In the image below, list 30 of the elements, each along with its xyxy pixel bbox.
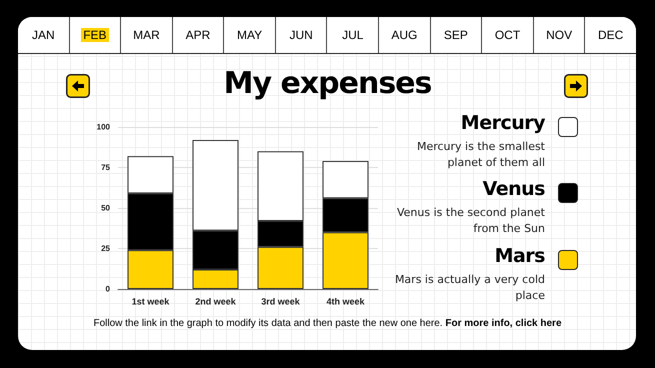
text: JUN	[290, 28, 313, 42]
y-tick-label: 0	[106, 284, 111, 294]
x-tick-label: 2nd week	[195, 296, 237, 306]
text: SEP	[444, 28, 468, 42]
text: JUL	[342, 28, 364, 42]
legend-label: Venus	[482, 178, 545, 200]
text: MAY	[237, 28, 262, 42]
text: APR	[186, 28, 210, 42]
text: Mercury	[460, 112, 545, 134]
y-tick-label: 50	[101, 204, 111, 212]
text: JAN	[32, 28, 55, 42]
text: FEB	[81, 28, 109, 42]
text: Mercury is the smallest planet of them all	[416, 139, 545, 171]
text: Follow the link in the graph to modify its data and then paste the new one here.	[93, 318, 444, 329]
text: NOV	[546, 28, 572, 42]
x-tick-label: 1st week	[132, 296, 170, 306]
y-tick-label: 25	[101, 244, 111, 253]
text: AUG	[391, 28, 418, 42]
text: DEC	[598, 28, 624, 42]
chart-title: My expenses	[222, 66, 432, 101]
text: OCT	[494, 28, 520, 42]
text: For more info, click here	[445, 318, 562, 329]
x-tick-label: 4th week	[326, 296, 366, 306]
text: Venus is the second planet from the Sun	[396, 205, 545, 237]
text: Mars is actually a very cold place	[394, 272, 545, 304]
legend-label: Mars	[494, 245, 545, 267]
y-tick-label: 75	[101, 163, 111, 172]
x-tick-label: 3rd week	[261, 296, 301, 306]
text: MAR	[133, 28, 160, 42]
y-tick-label: 100	[96, 122, 111, 132]
